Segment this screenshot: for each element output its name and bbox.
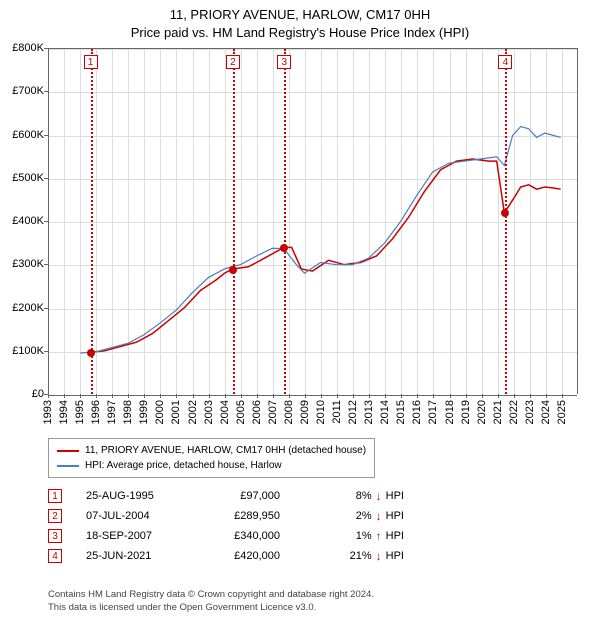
x-axis-label: 1999 xyxy=(138,400,150,424)
x-axis-label: 2014 xyxy=(379,400,391,424)
x-axis-label: 2018 xyxy=(444,400,456,424)
sales-row-diff: 2%↓HPI xyxy=(304,509,404,523)
page-title-line1: 11, PRIORY AVENUE, HARLOW, CM17 0HH xyxy=(0,6,600,24)
legend-label-1: 11, PRIORY AVENUE, HARLOW, CM17 0HH (det… xyxy=(85,443,366,458)
x-axis-label: 1995 xyxy=(74,400,86,424)
x-axis-label: 2022 xyxy=(508,400,520,424)
sales-row-price: £340,000 xyxy=(200,530,280,542)
footer-attribution: Contains HM Land Registry data © Crown c… xyxy=(48,589,374,614)
footer-line1: Contains HM Land Registry data © Crown c… xyxy=(48,589,374,601)
x-axis-label: 1993 xyxy=(42,400,54,424)
x-axis-label: 1996 xyxy=(90,400,102,424)
x-axis-label: 2017 xyxy=(427,400,439,424)
y-axis-label: £200K xyxy=(2,302,44,314)
x-axis-label: 2024 xyxy=(540,400,552,424)
x-axis-label: 2001 xyxy=(170,400,182,424)
x-axis-label: 1997 xyxy=(106,400,118,424)
y-axis-label: £100K xyxy=(2,345,44,357)
footer-line2: This data is licensed under the Open Gov… xyxy=(48,602,374,614)
arrow-down-icon: ↓ xyxy=(376,489,382,503)
sales-row: 3 18-SEP-2007 £340,000 1%↑HPI xyxy=(48,526,404,546)
sale-marker-box: 4 xyxy=(498,55,512,69)
chart-lines xyxy=(48,49,577,394)
sale-marker-dot xyxy=(229,266,237,274)
sale-marker-line xyxy=(233,49,235,394)
sales-row-diff: 1%↑HPI xyxy=(304,529,404,543)
sale-marker-box: 1 xyxy=(84,55,98,69)
x-axis-label: 2021 xyxy=(492,400,504,424)
legend-item: HPI: Average price, detached house, Harl… xyxy=(57,458,366,473)
sales-row: 1 25-AUG-1995 £97,000 8%↓HPI xyxy=(48,486,404,506)
x-axis-label: 2000 xyxy=(154,400,166,424)
x-axis-label: 1994 xyxy=(58,400,70,424)
sales-row-date: 18-SEP-2007 xyxy=(86,530,176,542)
y-axis-label: £0 xyxy=(2,388,44,400)
sales-row-date: 25-JUN-2021 xyxy=(86,550,176,562)
x-axis-label: 2006 xyxy=(251,400,263,424)
x-axis-label: 2016 xyxy=(411,400,423,424)
x-axis-label: 2012 xyxy=(347,400,359,424)
x-axis-label: 2010 xyxy=(315,400,327,424)
sales-row-diff: 21%↓HPI xyxy=(304,549,404,563)
sales-row: 2 07-JUL-2004 £289,950 2%↓HPI xyxy=(48,506,404,526)
legend-item: 11, PRIORY AVENUE, HARLOW, CM17 0HH (det… xyxy=(57,443,366,458)
legend-swatch-1 xyxy=(57,450,79,452)
sales-table: 1 25-AUG-1995 £97,000 8%↓HPI 2 07-JUL-2004 £28… xyxy=(48,486,404,566)
chart-plot-area: 1 2 3 4 xyxy=(48,48,578,394)
sales-row-marker: 3 xyxy=(48,529,62,543)
x-axis-label: 2007 xyxy=(267,400,279,424)
x-axis-label: 2002 xyxy=(187,400,199,424)
sales-row-marker: 4 xyxy=(48,549,62,563)
sales-row: 4 25-JUN-2021 £420,000 21%↓HPI xyxy=(48,546,404,566)
x-axis-label: 2004 xyxy=(219,400,231,424)
arrow-up-icon: ↑ xyxy=(376,529,382,543)
sale-marker-box: 2 xyxy=(226,55,240,69)
x-axis-label: 2025 xyxy=(556,400,568,424)
x-axis-label: 2005 xyxy=(235,400,247,424)
y-axis-label: £800K xyxy=(2,42,44,54)
y-axis-label: £600K xyxy=(2,129,44,141)
legend-label-2: HPI: Average price, detached house, Harl… xyxy=(85,458,282,473)
sale-marker-dot xyxy=(280,244,288,252)
sales-row-marker: 2 xyxy=(48,509,62,523)
series-price_paid xyxy=(91,159,561,352)
sale-marker-dot xyxy=(87,349,95,357)
sales-row-marker: 1 xyxy=(48,489,62,503)
page-title-line2: Price paid vs. HM Land Registry's House … xyxy=(0,24,600,42)
y-axis-label: £700K xyxy=(2,85,44,97)
y-axis-label: £500K xyxy=(2,172,44,184)
sales-row-diff: 8%↓HPI xyxy=(304,489,404,503)
arrow-down-icon: ↓ xyxy=(376,509,382,523)
sale-marker-box: 3 xyxy=(277,55,291,69)
chart-legend: 11, PRIORY AVENUE, HARLOW, CM17 0HH (det… xyxy=(48,438,375,478)
x-axis-label: 2023 xyxy=(524,400,536,424)
x-axis-label: 2003 xyxy=(203,400,215,424)
y-axis-label: £400K xyxy=(2,215,44,227)
sale-marker-line xyxy=(505,49,507,394)
sale-marker-line xyxy=(284,49,286,394)
sales-row-price: £420,000 xyxy=(200,550,280,562)
x-axis-label: 2013 xyxy=(363,400,375,424)
x-axis-label: 2009 xyxy=(299,400,311,424)
sales-row-date: 07-JUL-2004 xyxy=(86,510,176,522)
x-axis-label: 2008 xyxy=(283,400,295,424)
y-axis-label: £300K xyxy=(2,258,44,270)
legend-swatch-2 xyxy=(57,465,79,467)
x-axis-label: 2015 xyxy=(395,400,407,424)
arrow-down-icon: ↓ xyxy=(376,549,382,563)
sales-row-date: 25-AUG-1995 xyxy=(86,490,176,502)
sales-row-price: £97,000 xyxy=(200,490,280,502)
sales-row-price: £289,950 xyxy=(200,510,280,522)
x-axis-label: 2020 xyxy=(476,400,488,424)
sale-marker-line xyxy=(91,49,93,394)
x-axis-label: 1998 xyxy=(122,400,134,424)
x-axis-label: 2011 xyxy=(331,400,343,424)
x-axis-label: 2019 xyxy=(460,400,472,424)
sale-marker-dot xyxy=(501,209,509,217)
